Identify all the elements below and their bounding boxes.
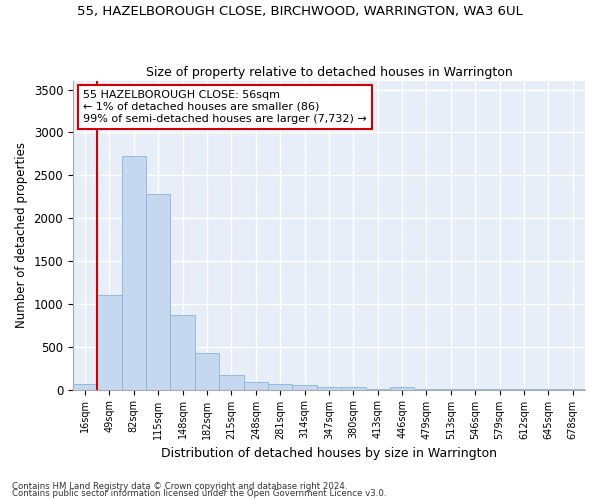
Bar [244,382,268,390]
Text: Contains public sector information licensed under the Open Government Licence v3: Contains public sector information licen… [12,489,386,498]
Bar [317,386,341,390]
X-axis label: Distribution of detached houses by size in Warrington: Distribution of detached houses by size … [161,447,497,460]
Bar [219,375,244,390]
Bar [73,384,97,390]
Text: Contains HM Land Registry data © Crown copyright and database right 2024.: Contains HM Land Registry data © Crown c… [12,482,347,491]
Bar [97,296,122,390]
Bar [122,156,146,390]
Bar [268,384,292,390]
Bar [195,352,219,390]
Bar [341,388,365,390]
Bar [390,388,415,390]
Y-axis label: Number of detached properties: Number of detached properties [15,142,28,328]
Bar [170,315,195,390]
Bar [146,194,170,390]
Text: 55, HAZELBOROUGH CLOSE, BIRCHWOOD, WARRINGTON, WA3 6UL: 55, HAZELBOROUGH CLOSE, BIRCHWOOD, WARRI… [77,5,523,18]
Bar [292,386,317,390]
Title: Size of property relative to detached houses in Warrington: Size of property relative to detached ho… [146,66,512,78]
Text: 55 HAZELBOROUGH CLOSE: 56sqm
← 1% of detached houses are smaller (86)
99% of sem: 55 HAZELBOROUGH CLOSE: 56sqm ← 1% of det… [83,90,367,124]
